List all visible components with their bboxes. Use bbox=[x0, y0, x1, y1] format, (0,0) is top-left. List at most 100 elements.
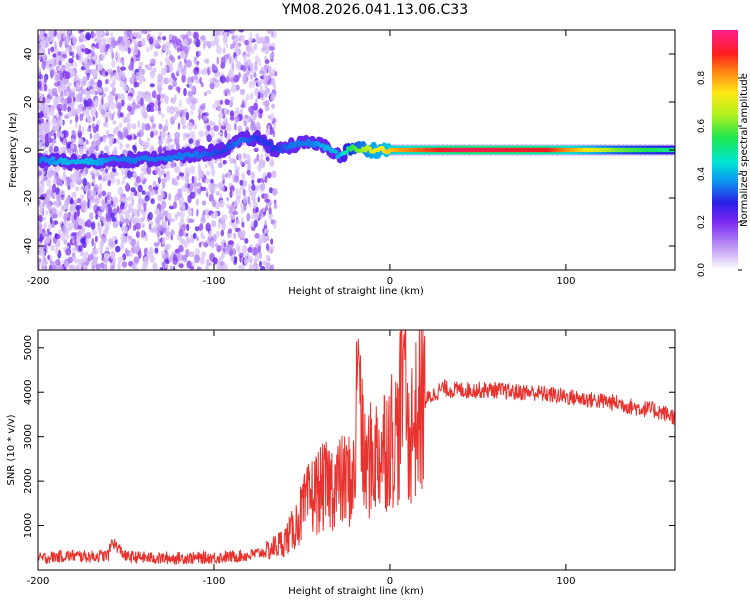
spectrogram-noise-cell bbox=[104, 223, 110, 228]
spectrogram-noise-cell bbox=[112, 87, 117, 93]
spectrogram-noise-cell bbox=[191, 175, 195, 184]
x-tick-label: 100 bbox=[556, 276, 575, 287]
spectrogram-noise-cell bbox=[43, 232, 48, 238]
spectrogram-noise-cell bbox=[79, 252, 85, 257]
spectrogram-noise-cell bbox=[69, 204, 75, 213]
spectrogram-noise-cell bbox=[225, 43, 229, 48]
spectrogram-noise-cell bbox=[240, 160, 243, 166]
spectrogram-noise-cell bbox=[159, 267, 164, 270]
spectrogram-noise-cell bbox=[186, 59, 192, 68]
spectrogram-noise-cell bbox=[140, 167, 144, 173]
spectrogram-noise-cell bbox=[198, 106, 202, 115]
spectrogram-noise-cell bbox=[85, 232, 92, 239]
spectrogram-noise-cell bbox=[189, 131, 196, 138]
spectrogram-noise-cell bbox=[91, 229, 98, 236]
spectrogram-ridge-core bbox=[320, 143, 326, 148]
spectrogram-noise-cell bbox=[165, 243, 171, 250]
spectrogram-noise-cell bbox=[90, 30, 95, 39]
spectrogram-noise-cell bbox=[126, 134, 133, 140]
spectrogram-noise-cell bbox=[116, 136, 120, 145]
spectrogram-ridge-core bbox=[50, 156, 56, 161]
spectrogram-noise-cell bbox=[135, 104, 141, 109]
spectrogram-noise-cell bbox=[168, 255, 173, 263]
spectrogram-noise-cell bbox=[152, 262, 158, 270]
spectrogram-noise-cell bbox=[104, 86, 109, 93]
spectrogram-noise-cell bbox=[226, 203, 231, 209]
spectrogram-noise-cell bbox=[111, 235, 117, 241]
spectrogram-noise-cell bbox=[112, 111, 116, 116]
spectrogram-noise-cell bbox=[40, 41, 46, 46]
spectrogram-noise-cell bbox=[45, 104, 50, 114]
spectrogram-noise-cell bbox=[127, 170, 132, 179]
spectrogram-noise-cell bbox=[149, 45, 153, 51]
spectrogram-x-axis-label: Height of straight line (km) bbox=[288, 286, 424, 297]
spectrogram-noise-cell bbox=[254, 254, 260, 262]
spectrogram-noise-cell bbox=[230, 110, 234, 117]
spectrogram-noise-cell bbox=[91, 265, 95, 270]
spectrogram-ridge-core bbox=[303, 142, 309, 147]
spectrogram-noise-cell bbox=[66, 86, 71, 93]
snr-x-axis-label: Height of straight line (km) bbox=[288, 586, 424, 597]
spectrogram-noise-cell bbox=[116, 205, 120, 213]
spectrogram-noise-cell bbox=[51, 261, 55, 267]
spectrogram-noise-cell bbox=[182, 113, 186, 119]
spectrogram-noise-cell bbox=[174, 132, 180, 139]
spectrogram-noise-cell bbox=[66, 233, 69, 240]
spectrogram-noise-cell bbox=[194, 79, 201, 84]
spectrogram-noise-cell bbox=[159, 81, 163, 86]
spectrogram-noise-cell bbox=[235, 188, 239, 196]
snr-x-ticks: -200 -100 0 100 bbox=[27, 330, 575, 587]
spectrogram-noise-cell bbox=[94, 235, 98, 243]
spectrogram-noise-cell bbox=[127, 203, 133, 212]
spectrogram-noise-cell bbox=[143, 202, 147, 212]
spectrogram-noise-cell bbox=[98, 39, 102, 49]
spectrogram-noise-cell bbox=[235, 60, 242, 70]
spectrogram-noise-cell bbox=[198, 50, 201, 57]
spectrogram-noise-cell bbox=[67, 44, 73, 54]
spectrogram-noise-cell bbox=[110, 31, 114, 39]
spectrogram-noise-cell bbox=[137, 250, 142, 259]
spectrogram-noise-cell bbox=[140, 68, 146, 75]
spectrogram-noise-cell bbox=[154, 130, 158, 137]
spectrogram-noise-cell bbox=[126, 116, 130, 123]
spectrogram-noise-cell bbox=[120, 241, 125, 250]
spectrogram-noise-cell bbox=[111, 217, 117, 222]
spectrogram-noise-cell bbox=[124, 30, 127, 35]
spectrogram-noise-cell bbox=[143, 145, 146, 151]
spectrogram-noise-cell bbox=[211, 40, 215, 47]
spectrogram-noise-cell bbox=[259, 160, 265, 169]
spectrogram-noise-cell bbox=[205, 258, 210, 267]
spectrogram-noise-cell bbox=[266, 30, 272, 35]
spectrogram-noise-cell bbox=[240, 231, 245, 240]
spectrogram-noise-cell bbox=[190, 238, 195, 244]
spectrogram-noise-cell bbox=[151, 90, 157, 99]
spectrogram-noise-cell bbox=[176, 175, 180, 181]
spectrogram-noise-cell bbox=[162, 36, 167, 41]
spectrogram-noise-cell bbox=[188, 138, 194, 144]
spectrogram-noise-cell bbox=[110, 200, 114, 206]
spectrogram-noise-cell bbox=[145, 90, 149, 96]
spectrogram-noise-cell bbox=[264, 175, 268, 184]
spectrogram-noise-cell bbox=[98, 64, 104, 71]
spectrogram-noise-cell bbox=[211, 63, 215, 71]
spectrogram-noise-cell bbox=[250, 122, 256, 130]
spectrogram-noise-cell bbox=[176, 211, 181, 217]
spectrogram-noise-cell bbox=[168, 50, 172, 56]
spectrogram-noise-cell bbox=[194, 226, 200, 232]
spectrogram-noise-cell bbox=[237, 153, 242, 161]
spectrogram-noise-cell bbox=[252, 212, 256, 218]
spectrogram-noise-cell bbox=[72, 108, 77, 114]
spectrogram-noise-cell bbox=[76, 216, 82, 224]
spectrogram-noise-cell bbox=[124, 217, 130, 225]
spectrogram-noise-cell bbox=[172, 80, 177, 88]
spectrogram-noise-cell bbox=[164, 65, 168, 73]
spectrogram-noise-cell bbox=[221, 173, 226, 182]
spectrogram-noise-cell bbox=[191, 261, 196, 267]
spectrogram-noise-cell bbox=[54, 265, 60, 270]
spectrogram-noise-cell bbox=[122, 72, 125, 80]
spectrogram-noise-cell bbox=[63, 169, 66, 177]
spectrogram-noise-cell bbox=[200, 241, 206, 246]
spectrogram-noise-cell bbox=[207, 67, 210, 76]
spectrogram-noise-cell bbox=[135, 231, 140, 238]
spectrogram-noise-cell bbox=[166, 225, 170, 233]
